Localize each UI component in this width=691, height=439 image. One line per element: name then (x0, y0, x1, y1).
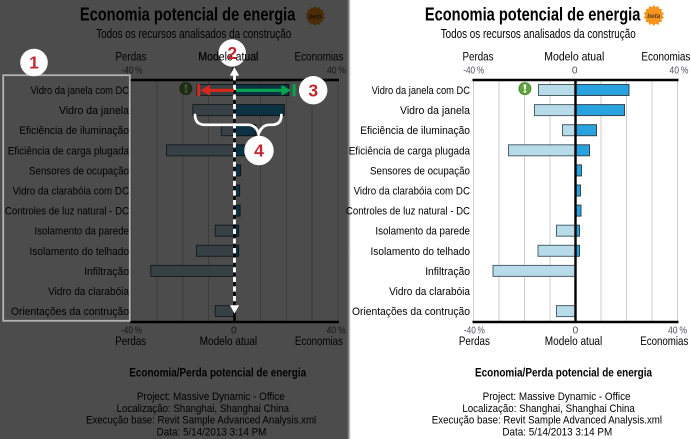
svg-text:Economia potencial de energia: Economia potencial de energia (425, 5, 641, 25)
svg-text:2: 2 (227, 43, 237, 63)
svg-text:beta: beta (647, 13, 660, 20)
svg-text:Execução base: Revit Sample Ad: Execução base: Revit Sample Advanced Ana… (432, 415, 662, 427)
svg-text:Vidro da janela: Vidro da janela (400, 105, 471, 117)
svg-text:Perdas: Perdas (459, 334, 490, 348)
svg-text:Isolamento do telhado: Isolamento do telhado (371, 246, 471, 258)
svg-text:Eficiência de carga plugada: Eficiência de carga plugada (349, 145, 471, 157)
svg-text:Economia/Perda potencial de en: Economia/Perda potencial de energia (475, 365, 652, 379)
svg-text:0: 0 (573, 325, 579, 336)
svg-text:Orientações da contrução: Orientações da contrução (352, 306, 470, 318)
svg-text:Controles de luz natural - DC: Controles de luz natural - DC (346, 206, 470, 218)
svg-text:Data: 5/14/2013 3:14 PM: Data: 5/14/2013 3:14 PM (502, 426, 612, 438)
svg-text:40 %: 40 % (668, 325, 687, 336)
svg-text:40 %: 40 % (669, 65, 688, 76)
svg-text:Vidro da clarabóia: Vidro da clarabóia (389, 286, 470, 298)
svg-text:Modelo atual: Modelo atual (198, 49, 258, 63)
svg-text:1: 1 (29, 53, 39, 73)
svg-text:Eficiência de iluminação: Eficiência de iluminação (360, 125, 470, 137)
svg-text:3: 3 (308, 80, 318, 100)
svg-text:Localização: Shanghai, Shangha: Localização: Shanghai, Shanghai China (462, 403, 635, 415)
svg-text:Sensores de ocupação: Sensores de ocupação (370, 165, 470, 177)
svg-text:Modelo atual: Modelo atual (544, 49, 604, 63)
svg-text:Infiltração: Infiltração (425, 266, 470, 278)
svg-text:Vidro da clarabóia com DC: Vidro da clarabóia com DC (354, 186, 470, 198)
svg-text:Vidro da janela com DC: Vidro da janela com DC (372, 85, 470, 97)
svg-text:-40 %: -40 % (464, 325, 485, 336)
svg-text:Todos os recursos analisados d: Todos os recursos analisados da construç… (441, 27, 636, 41)
svg-text:Modelo atual: Modelo atual (545, 334, 603, 348)
svg-text:Project: Massive Dynamic - Off: Project: Massive Dynamic - Office (483, 391, 631, 403)
svg-text:4: 4 (254, 141, 264, 161)
svg-text:0: 0 (572, 65, 578, 76)
svg-text:Perdas: Perdas (463, 49, 494, 63)
svg-text:Economias: Economias (641, 49, 690, 63)
svg-text:Isolamento da parede: Isolamento da parede (375, 226, 470, 238)
svg-text:-40 %: -40 % (463, 65, 484, 76)
svg-text:Economias: Economias (640, 334, 688, 348)
